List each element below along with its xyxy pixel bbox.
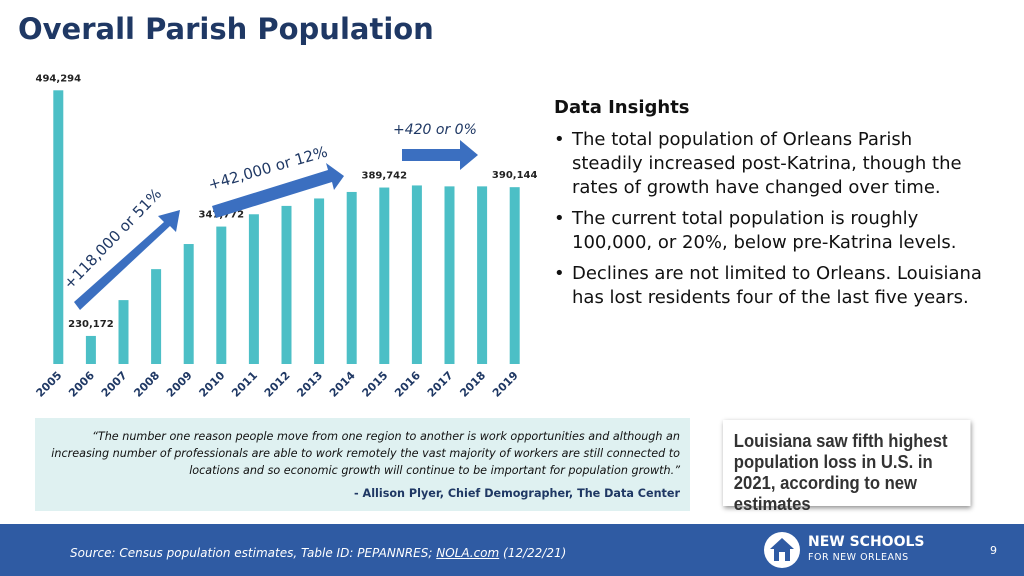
bar: [379, 187, 390, 364]
x-tick-label: 2011: [229, 369, 260, 400]
logo-text: FOR NEW ORLEANS: [808, 552, 909, 563]
insights-heading: Data Insights: [554, 97, 690, 118]
x-tick-label: 2008: [131, 369, 162, 400]
arrow: [402, 140, 478, 170]
arrow: [74, 210, 180, 310]
bar: [314, 198, 325, 364]
bar: [509, 187, 520, 364]
x-tick-label: 2006: [66, 369, 97, 400]
arrow: [212, 163, 344, 218]
bar: [248, 214, 259, 364]
value-label: 494,294: [36, 73, 82, 84]
bar: [444, 186, 455, 364]
bar: [281, 205, 292, 364]
value-label: 230,172: [68, 319, 114, 330]
source-link[interactable]: NOLA.com: [436, 546, 500, 560]
bar: [151, 269, 162, 364]
x-tick-label: 2017: [425, 369, 456, 400]
news-headline: Louisiana saw fifth highest population l…: [723, 420, 971, 514]
source-text: Source: Census population estimates, Tab…: [70, 546, 433, 560]
bar: [118, 300, 129, 364]
footer: Source: Census population estimates, Tab…: [0, 524, 1024, 576]
bar: [85, 335, 96, 364]
bullet: The total population of Orleans Parish s…: [554, 128, 984, 200]
value-label: 390,144: [492, 170, 538, 181]
x-tick-label: 2013: [294, 369, 325, 400]
slide-title: Overall Parish Population: [18, 12, 434, 46]
x-tick-label: 2015: [360, 369, 391, 400]
logo-icon: [764, 532, 800, 568]
bar: [477, 186, 488, 364]
x-tick-label: 2018: [457, 369, 488, 400]
bullet: Declines are not limited to Orleans. Lou…: [554, 262, 984, 310]
quote-box: “The number one reason people move from …: [35, 418, 690, 511]
annotation: +420 or 0%: [393, 122, 477, 138]
insights-list: The total population of Orleans Parish s…: [554, 128, 984, 310]
x-tick-label: 2014: [327, 369, 358, 400]
logo-text: NEW SCHOOLS: [808, 534, 925, 550]
bar: [216, 226, 227, 364]
x-tick-label: 2016: [392, 369, 423, 400]
x-tick-label: 2009: [164, 369, 195, 400]
chart: 390,1442019201820172016389,7422015201420…: [34, 73, 538, 400]
page-number: 9: [990, 544, 997, 557]
source: Source: Census population estimates, Tab…: [70, 546, 566, 560]
bar: [346, 191, 357, 364]
x-tick-label: 2019: [490, 369, 521, 400]
x-tick-label: 2012: [262, 369, 293, 400]
bullet: The current total population is roughly …: [554, 207, 984, 255]
bar: [53, 90, 64, 364]
quote-attribution: - Allison Plyer, Chief Demographer, The …: [354, 487, 680, 500]
quote-text: “The number one reason people move from …: [51, 430, 680, 477]
x-tick-label: 2005: [34, 369, 65, 400]
bar: [183, 244, 194, 364]
insights: Data Insights The total population of Or…: [554, 96, 984, 317]
x-tick-label: 2007: [99, 369, 130, 400]
source-date: (12/22/21): [503, 546, 567, 560]
bar: [411, 185, 422, 364]
x-tick-label: 2010: [197, 369, 228, 400]
value-label: 389,742: [362, 171, 408, 182]
